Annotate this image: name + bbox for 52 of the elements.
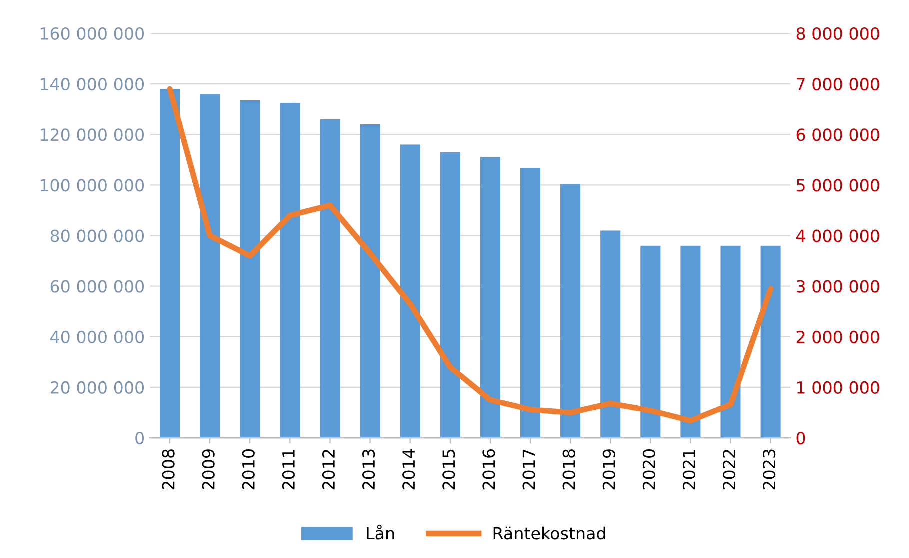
bar: [760, 246, 781, 438]
y2-tick-label: 3 000 000: [796, 280, 880, 293]
legend-label: Lån: [367, 524, 394, 540]
bar: [600, 230, 621, 438]
y-tick-label: 60 000 000: [50, 280, 144, 293]
x-tick-label: 2014: [402, 449, 416, 490]
y2-tick-label: 8 000 000: [796, 27, 880, 40]
bar: [360, 124, 380, 438]
bar: [480, 157, 500, 438]
y-tick-label: 80 000 000: [50, 230, 144, 242]
bar: [240, 100, 260, 438]
y-tick-label: 160 000 000: [40, 27, 144, 40]
y2-tick-label: 0: [796, 432, 806, 445]
x-tick-label: 2012: [322, 450, 336, 490]
y2-tick-label: 5 000 000: [796, 179, 880, 192]
y2-tick-label: 4 000 000: [796, 230, 880, 242]
x-tick-label: 2008: [162, 450, 175, 490]
x-tick-label: 2009: [202, 450, 215, 490]
y-tick-label: 120 000 000: [40, 128, 144, 142]
bar: [400, 144, 420, 438]
legend-label: Räntekostnad: [494, 526, 606, 540]
y2-tick-label: 1 000 000: [798, 381, 880, 394]
bar: [200, 94, 220, 438]
y2-tick-label: 6 000 000: [796, 128, 880, 142]
x-tick-label: 2023: [763, 450, 776, 490]
y-tick-label: 140 000 000: [40, 78, 144, 91]
x-tick-label: 2017: [522, 450, 536, 490]
x-tick-label: 2016: [482, 449, 496, 490]
bar: [720, 246, 741, 438]
bar: [680, 246, 701, 438]
x-tick-label: 2021: [682, 450, 696, 490]
x-tick-label: 2018: [562, 450, 576, 490]
bar: [320, 119, 340, 438]
y-tick-label: 100 000 000: [40, 179, 144, 192]
x-tick-label: 2022: [722, 450, 736, 490]
x-tick-label: 2010: [242, 450, 255, 490]
bar: [560, 184, 581, 438]
x-tick-label: 2020: [642, 450, 656, 490]
y2-tick-label: 2 000 000: [796, 330, 880, 344]
bar: [160, 89, 180, 438]
y2-tick-label: 7 000 000: [797, 78, 880, 91]
x-tick-label: 2011: [282, 450, 296, 490]
y-tick-label: 20 000 000: [50, 381, 144, 394]
bar: [640, 246, 661, 438]
x-tick-label: 2015: [442, 450, 456, 490]
x-tick-label: 2013: [362, 450, 376, 490]
y-tick-label: 40 000 000: [50, 330, 144, 344]
x-tick-label: 2019: [602, 450, 616, 490]
bar: [520, 168, 540, 438]
bar: [440, 152, 460, 438]
y-tick-label: 0: [136, 432, 144, 445]
bar: [280, 103, 300, 438]
